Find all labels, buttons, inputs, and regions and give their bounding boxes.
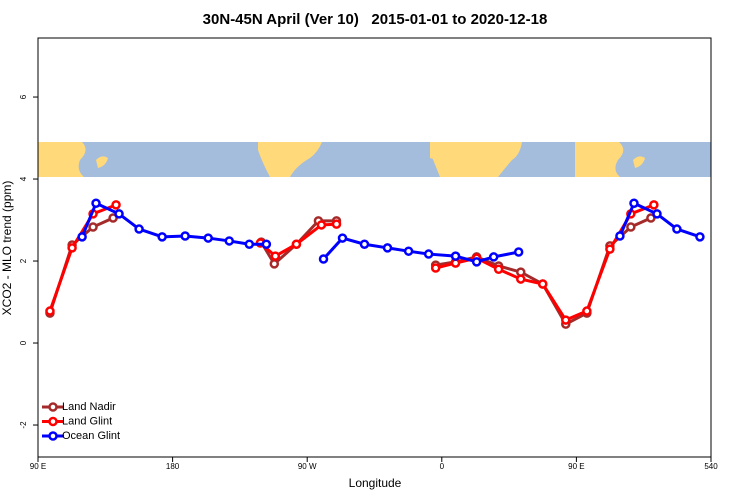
data-point [561, 315, 571, 325]
data-point [646, 213, 656, 223]
y-tick-label: -2 [19, 421, 28, 429]
y-tick-label: 6 [19, 94, 28, 99]
series-line [48, 216, 652, 327]
data-point [403, 246, 414, 256]
data-point [626, 222, 636, 232]
data-point [91, 198, 101, 208]
plot-frame [37, 37, 712, 458]
data-point [382, 243, 393, 253]
data-point [423, 249, 434, 259]
x-tick-label: 0 [440, 462, 445, 471]
data-point [224, 236, 235, 246]
x-tick-label: 90 E [568, 462, 584, 471]
data-point [471, 257, 482, 267]
data-point [88, 222, 98, 232]
x-tick-label: 90 E [30, 462, 46, 471]
data-point [291, 239, 302, 249]
data-point [108, 213, 118, 223]
legend-label: Land Nadir [62, 401, 116, 413]
data-point [261, 239, 272, 249]
data-point [316, 220, 327, 230]
x-tick-label: 540 [704, 462, 718, 471]
legend: Land Nadir Land Glint Ocean Glint [42, 401, 120, 442]
data-point [337, 233, 348, 243]
data-point [359, 239, 370, 249]
x-axis-label: Longitude [349, 476, 402, 490]
data-point [157, 232, 167, 242]
y-tick-label: 0 [19, 340, 28, 345]
legend-marker [48, 431, 58, 441]
data-point [605, 244, 615, 254]
data-point [430, 263, 441, 273]
legend-marker [48, 416, 58, 427]
x-tick-label: 180 [166, 462, 180, 471]
legend-marker [48, 402, 58, 412]
data-point [269, 259, 280, 269]
data-point [270, 251, 281, 261]
data-point [629, 198, 639, 208]
data-point [672, 224, 682, 234]
data-point [615, 231, 625, 241]
data-point [331, 219, 342, 229]
y-axis-label: XCO2 - MLO trend (ppm) [0, 181, 14, 316]
data-point [318, 254, 329, 264]
chart-title: 30N-45N April (Ver 10) 2015-01-01 to 202… [203, 11, 548, 28]
y-tick-label: 2 [19, 258, 28, 263]
data-point [114, 209, 124, 219]
data-point [582, 306, 592, 316]
data-point [652, 209, 662, 219]
legend-label: Land Glint [62, 415, 112, 427]
series-line [48, 203, 655, 322]
data-point [77, 232, 87, 242]
data-point [695, 232, 705, 242]
data-point [134, 224, 144, 234]
data-point [67, 243, 77, 253]
data-point [180, 231, 190, 241]
data-point [513, 247, 524, 257]
data-point [516, 274, 526, 284]
data-point [111, 200, 121, 210]
data-point [203, 233, 213, 243]
data-point [493, 264, 504, 274]
data-point [450, 251, 461, 261]
x-tick-label: 90 W [298, 462, 317, 471]
data-point [538, 279, 548, 289]
data-point [244, 239, 255, 249]
data-point [45, 306, 55, 316]
legend-label: Ocean Glint [62, 430, 120, 442]
map-strip [38, 142, 711, 177]
data-point [488, 252, 499, 262]
data-point [649, 200, 659, 210]
y-tick-label: 4 [19, 176, 28, 181]
